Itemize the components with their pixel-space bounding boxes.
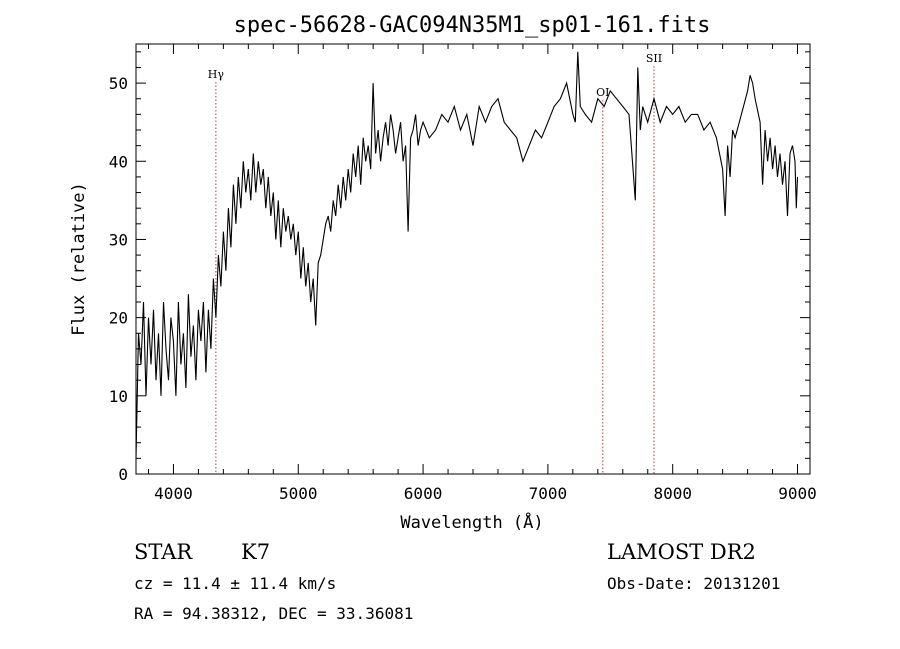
observation-date: Obs-Date: 20131201 — [607, 574, 781, 593]
chart-title: spec-56628-GAC094N35M1_sp01-161.fits — [234, 13, 711, 38]
y-tick-label: 30 — [109, 230, 128, 249]
marker-label: OI — [596, 86, 609, 99]
spectrum-line — [135, 51, 799, 459]
y-axis-ticks: 0 10 20 30 40 50 — [109, 51, 810, 484]
velocity-readout: cz = 11.4 ± 11.4 km/s — [134, 574, 337, 593]
y-tick-label: 50 — [109, 74, 128, 93]
plot-frame — [135, 43, 811, 475]
y-tick-label: 40 — [109, 152, 128, 171]
y-axis-label: Flux (relative) — [69, 182, 89, 336]
survey-name: LAMOST DR2 — [607, 540, 756, 564]
x-tick-label: 4000 — [154, 484, 193, 503]
x-tick-label: 5000 — [279, 484, 318, 503]
object-class: STAR — [134, 540, 193, 564]
line-markers: Hγ OI SII — [208, 52, 662, 474]
object-subclass: K7 — [241, 540, 271, 564]
x-tick-label: 8000 — [653, 484, 692, 503]
x-tick-label: 7000 — [529, 484, 568, 503]
y-tick-label: 10 — [109, 387, 128, 406]
marker-label: SII — [646, 52, 662, 65]
y-tick-label: 0 — [118, 465, 128, 484]
x-axis-label: Wavelength (Å) — [400, 511, 543, 533]
coordinates-readout: RA = 94.38312, DEC = 33.36081 — [134, 604, 414, 623]
y-tick-label: 20 — [109, 309, 128, 328]
x-tick-label: 6000 — [404, 484, 443, 503]
x-tick-label: 9000 — [778, 484, 817, 503]
x-axis-ticks: 4000 5000 6000 7000 8000 9000 — [147, 44, 817, 503]
marker-label: Hγ — [208, 68, 225, 81]
